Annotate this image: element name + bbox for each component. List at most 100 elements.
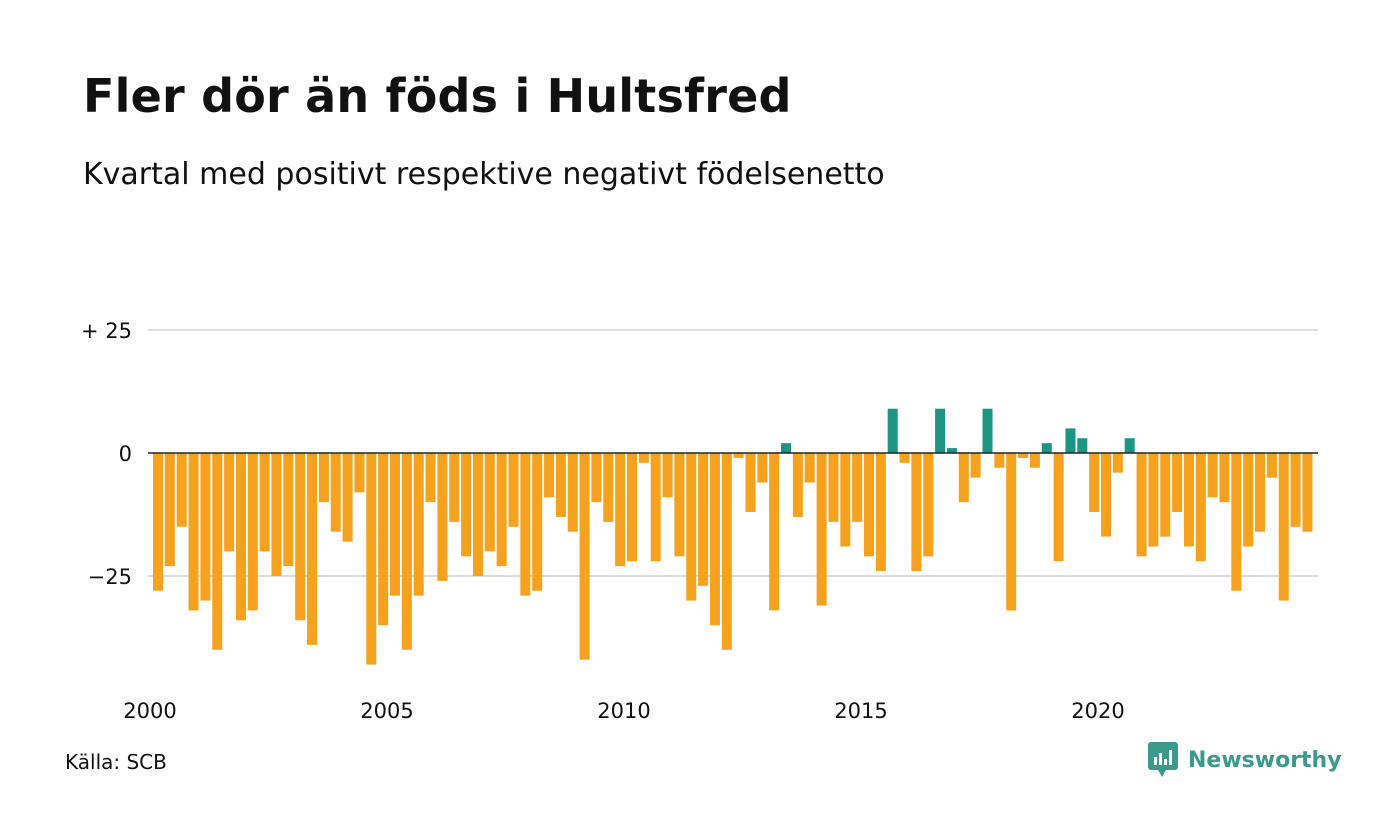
bar-negative — [615, 453, 626, 567]
bar-negative — [378, 453, 389, 626]
bar-layer — [153, 408, 1313, 665]
bar-negative — [259, 453, 270, 552]
bar-positive — [1077, 438, 1088, 453]
bar-negative — [425, 453, 436, 503]
bar-negative — [804, 453, 815, 483]
bar-negative — [733, 453, 744, 458]
bar-positive — [781, 443, 792, 453]
bar-negative — [1136, 453, 1147, 557]
chart-subtitle: Kvartal med positivt respektive negativt… — [83, 157, 885, 192]
bar-negative — [864, 453, 874, 557]
bar-positive — [1065, 428, 1076, 453]
source-note: Källa: SCB — [65, 750, 167, 774]
bar-negative — [437, 453, 448, 581]
bar-negative — [366, 453, 377, 665]
bar-negative — [247, 453, 258, 611]
bar-negative — [1148, 453, 1159, 547]
bar-negative — [1101, 453, 1111, 537]
bar-negative — [911, 453, 922, 572]
bar-negative — [520, 453, 531, 596]
bar-negative — [698, 453, 709, 586]
bar-negative — [188, 453, 199, 611]
y-tick-label: 0 — [119, 442, 132, 466]
bar-negative — [662, 453, 673, 498]
x-tick-label: 2005 — [360, 699, 413, 723]
bar-negative — [1207, 453, 1218, 498]
bar-negative — [235, 453, 246, 621]
bar-positive — [1041, 443, 1052, 453]
bar-negative — [224, 453, 235, 552]
bar-negative — [591, 453, 602, 503]
bar-negative — [852, 453, 863, 522]
bar-negative — [354, 453, 365, 493]
bar-negative — [1266, 453, 1277, 478]
bar-negative — [544, 453, 555, 498]
bar-negative — [638, 453, 649, 463]
bar-negative — [153, 453, 163, 591]
newsworthy-logo-text: Newsworthy — [1188, 747, 1342, 773]
bar-negative — [1018, 453, 1029, 458]
bar-negative — [1219, 453, 1230, 503]
bar-negative — [745, 453, 756, 513]
bar-negative — [164, 453, 175, 567]
bar-negative — [1053, 453, 1064, 562]
bar-negative — [603, 453, 614, 522]
bar-negative — [413, 453, 424, 596]
bar-negative — [757, 453, 768, 483]
bar-negative — [401, 453, 412, 650]
y-tick-label: + 25 — [81, 319, 132, 343]
axis-layer: + 25 0 −25 2000 2005 2010 2015 2020 — [81, 319, 1318, 723]
bar-negative — [472, 453, 483, 576]
bar-negative — [1006, 453, 1017, 611]
bar-negative — [1112, 453, 1123, 473]
bar-positive — [935, 408, 946, 453]
bar-negative — [342, 453, 353, 542]
bar-negative — [828, 453, 839, 522]
bar-negative — [200, 453, 211, 601]
bar-negative — [508, 453, 519, 527]
chart-title: Fler dör än föds i Hultsfred — [83, 69, 792, 123]
bar-negative — [567, 453, 578, 532]
bar-negative — [686, 453, 697, 601]
bar-negative — [390, 453, 400, 596]
bar-negative — [769, 453, 780, 611]
grid-layer — [148, 329, 1318, 577]
bar-negative — [1172, 453, 1183, 513]
bar-negative — [318, 453, 329, 503]
bar-negative — [923, 453, 934, 557]
bar-positive — [946, 448, 957, 453]
bar-negative — [555, 453, 566, 517]
bar-negative — [958, 453, 969, 503]
bar-negative — [532, 453, 543, 591]
bar-positive — [887, 408, 898, 453]
bar-negative — [461, 453, 472, 557]
bar-positive — [1124, 438, 1135, 453]
bar-negative — [1231, 453, 1242, 591]
bar-negative — [1290, 453, 1301, 527]
x-tick-label: 2015 — [834, 699, 887, 723]
bar-negative — [792, 453, 803, 517]
bar-negative — [271, 453, 282, 576]
bar-negative — [875, 453, 886, 572]
x-tick-label: 2020 — [1071, 699, 1124, 723]
bar-negative — [816, 453, 827, 606]
x-tick-label: 2000 — [123, 699, 176, 723]
bar-negative — [721, 453, 732, 650]
newsworthy-logo-icon — [1148, 742, 1178, 777]
bar-negative — [484, 453, 495, 552]
bar-negative — [1029, 453, 1040, 468]
bar-negative — [579, 453, 590, 660]
bar-negative — [1160, 453, 1171, 537]
bar-negative — [307, 453, 318, 645]
bar-negative — [449, 453, 460, 522]
bar-negative — [840, 453, 851, 547]
bar-negative — [709, 453, 720, 626]
bar-negative — [176, 453, 187, 527]
bar-negative — [970, 453, 981, 478]
bar-negative — [496, 453, 507, 567]
bar-negative — [1089, 453, 1100, 513]
y-tick-label: −25 — [88, 565, 132, 589]
bar-negative — [994, 453, 1005, 468]
bar-negative — [1243, 453, 1254, 547]
